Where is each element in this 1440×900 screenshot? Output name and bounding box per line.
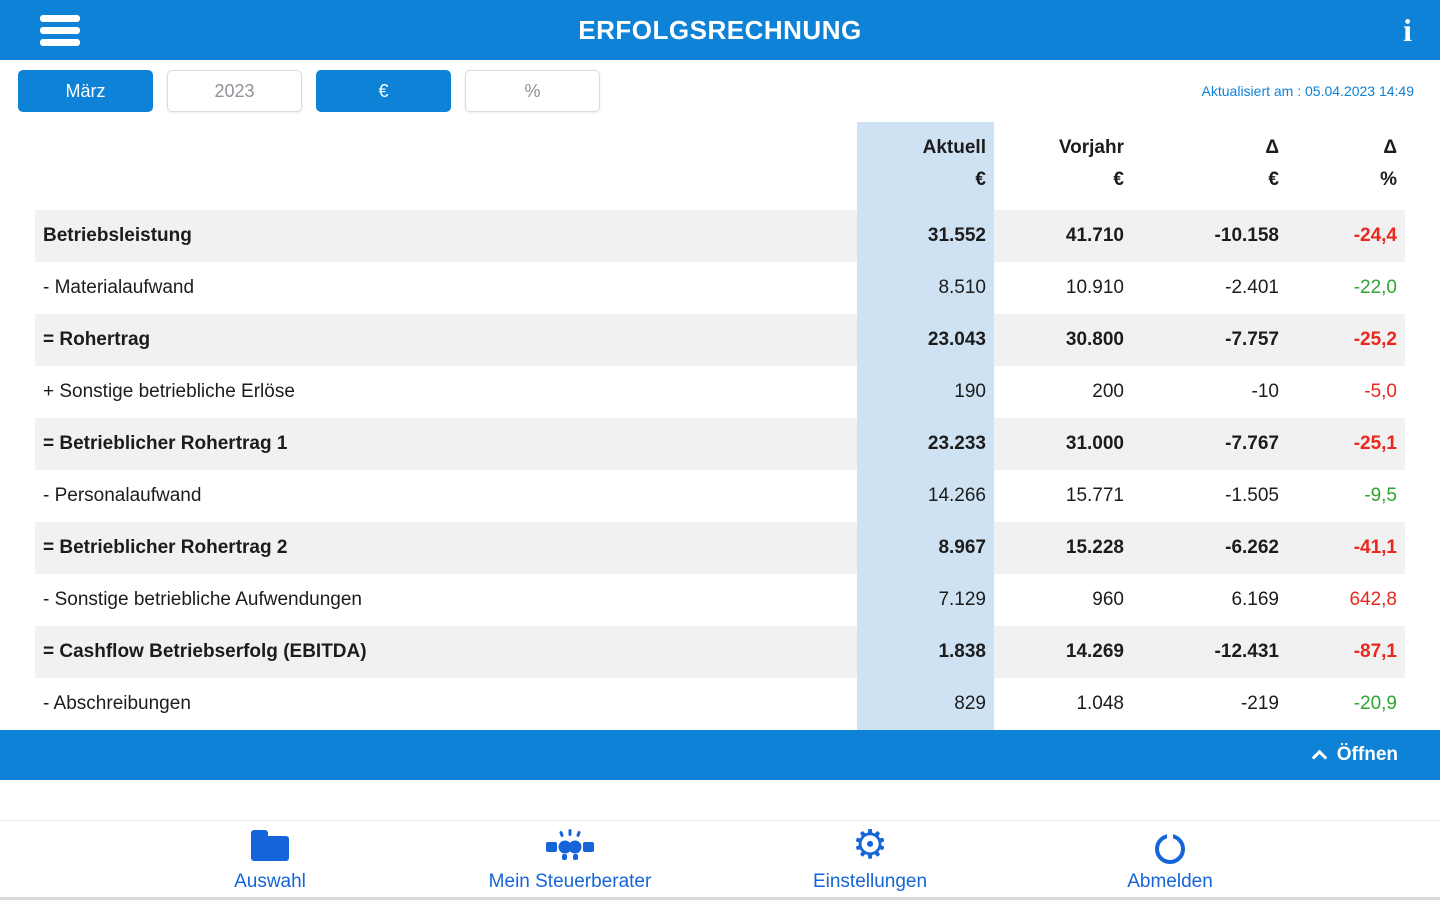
cell-delta-eur: -7.757	[1225, 329, 1279, 350]
header-vorjahr: Vorjahr €	[1058, 137, 1124, 190]
cell-aktuell: 31.552	[857, 210, 994, 262]
results-table-wrap: Aktuell € Vorjahr € Δ € Δ %	[0, 122, 1440, 730]
nav-label-abmelden: Abmelden	[1127, 870, 1213, 892]
nav-label-mein-steuerberater: Mein Steuerberater	[488, 870, 652, 892]
cell-delta-pct: -25,1	[1353, 433, 1397, 454]
cell-vorjahr: 30.800	[1065, 329, 1124, 350]
row-label: - Materialaufwand	[43, 277, 195, 298]
year-button[interactable]: 2023	[167, 70, 302, 112]
cell-aktuell: 1.838	[857, 626, 994, 678]
cell-vorjahr: 960	[1092, 589, 1124, 610]
currency-button[interactable]: €	[316, 70, 451, 112]
cell-aktuell: 8.510	[857, 262, 994, 314]
top-bar: ERFOLGSRECHNUNG i	[0, 0, 1440, 60]
bottom-navigation: Auswahl Mein Steuerberater ⚙ Ei	[0, 820, 1440, 900]
row-label: = Cashflow Betriebserfolg (EBITDA)	[43, 641, 367, 662]
cell-delta-eur: 6.169	[1231, 589, 1279, 610]
table-header-row: Aktuell € Vorjahr € Δ € Δ %	[35, 122, 1405, 210]
open-panel-bar[interactable]: Öffnen	[0, 730, 1440, 780]
table-row: Betriebsleistung 31.552 41.710 -10.158 -…	[35, 210, 1405, 262]
cell-delta-eur: -219	[1240, 693, 1279, 714]
cell-vorjahr: 14.269	[1065, 641, 1124, 662]
table-body: Betriebsleistung 31.552 41.710 -10.158 -…	[35, 210, 1405, 730]
results-table: Aktuell € Vorjahr € Δ € Δ %	[35, 122, 1405, 730]
cell-aktuell: 7.129	[857, 574, 994, 626]
cell-delta-pct: -9,5	[1364, 485, 1397, 506]
open-label: Öffnen	[1336, 744, 1398, 765]
cell-vorjahr: 200	[1092, 381, 1124, 402]
nav-item-auswahl[interactable]: Auswahl	[120, 826, 420, 893]
nav-item-abmelden[interactable]: Abmelden	[1020, 826, 1320, 893]
row-label: = Rohertrag	[43, 329, 151, 350]
row-label: + Sonstige betriebliche Erlöse	[43, 381, 295, 402]
cell-vorjahr: 1.048	[1076, 693, 1124, 714]
table-row: + Sonstige betriebliche Erlöse 190 200 -…	[35, 366, 1405, 418]
cell-delta-eur: -2.401	[1225, 277, 1279, 298]
cell-delta-eur: -1.505	[1225, 485, 1279, 506]
header-delta-eur: Δ €	[1265, 137, 1279, 190]
cell-delta-eur: -6.262	[1225, 537, 1279, 558]
nav-item-einstellungen[interactable]: ⚙ Einstellungen	[720, 821, 1020, 893]
last-updated-text: Aktualisiert am : 05.04.2023 14:49	[1201, 83, 1414, 99]
cell-vorjahr: 10.910	[1065, 277, 1124, 298]
table-row: - Sonstige betriebliche Aufwendungen 7.1…	[35, 574, 1405, 626]
table-row: = Betrieblicher Rohertrag 1 23.233 31.00…	[35, 418, 1405, 470]
cell-vorjahr: 15.228	[1065, 537, 1124, 558]
hamburger-menu-icon[interactable]	[40, 14, 80, 46]
cell-aktuell: 829	[857, 678, 994, 730]
header-aktuell: Aktuell €	[857, 122, 994, 210]
power-icon	[1155, 826, 1185, 864]
table-row: - Abschreibungen 829 1.048 -219 -20,9	[35, 678, 1405, 730]
cell-delta-pct: -87,1	[1353, 641, 1397, 662]
cell-vorjahr: 15.771	[1065, 485, 1124, 506]
table-row: = Cashflow Betriebserfolg (EBITDA) 1.838…	[35, 626, 1405, 678]
row-label: - Personalaufwand	[43, 485, 202, 506]
info-icon[interactable]: i	[1403, 12, 1412, 48]
header-label-column	[35, 122, 857, 210]
table-row: = Rohertrag 23.043 30.800 -7.757 -25,2	[35, 314, 1405, 366]
nav-label-auswahl: Auswahl	[234, 870, 306, 892]
row-label: - Sonstige betriebliche Aufwendungen	[43, 589, 363, 610]
row-label: = Betrieblicher Rohertrag 1	[43, 433, 288, 454]
cell-delta-pct: -20,9	[1353, 693, 1397, 714]
cell-aktuell: 8.967	[857, 522, 994, 574]
cell-delta-pct: -25,2	[1353, 329, 1397, 350]
handshake-icon	[546, 826, 594, 864]
cell-vorjahr: 41.710	[1065, 225, 1124, 246]
row-label: = Betrieblicher Rohertrag 2	[43, 537, 288, 558]
cell-vorjahr: 31.000	[1065, 433, 1124, 454]
page-title: ERFOLGSRECHNUNG	[578, 14, 862, 45]
cell-delta-eur: -7.767	[1225, 433, 1279, 454]
gear-icon: ⚙	[852, 821, 888, 868]
table-row: - Personalaufwand 14.266 15.771 -1.505 -…	[35, 470, 1405, 522]
table-row: - Materialaufwand 8.510 10.910 -2.401 -2…	[35, 262, 1405, 314]
filter-toolbar: März 2023 € % Aktualisiert am : 05.04.20…	[0, 60, 1440, 122]
cell-delta-eur: -12.431	[1214, 641, 1279, 662]
cell-delta-pct: -5,0	[1364, 381, 1397, 402]
table-row: = Betrieblicher Rohertrag 2 8.967 15.228…	[35, 522, 1405, 574]
cell-delta-pct: -22,0	[1353, 277, 1397, 298]
month-button[interactable]: März	[18, 70, 153, 112]
content-spacer	[0, 780, 1440, 820]
cell-delta-eur: -10.158	[1214, 225, 1279, 246]
cell-delta-eur: -10	[1251, 381, 1279, 402]
folder-icon	[251, 826, 289, 864]
cell-aktuell: 23.233	[857, 418, 994, 470]
nav-item-mein-steuerberater[interactable]: Mein Steuerberater	[420, 826, 720, 893]
nav-label-einstellungen: Einstellungen	[812, 870, 928, 892]
percent-button[interactable]: %	[465, 70, 600, 112]
cell-aktuell: 14.266	[857, 470, 994, 522]
cell-delta-pct: -24,4	[1353, 225, 1397, 246]
cell-delta-pct: 642,8	[1349, 589, 1397, 610]
cell-aktuell: 190	[857, 366, 994, 418]
row-label: - Abschreibungen	[43, 693, 191, 714]
row-label: Betriebsleistung	[43, 225, 192, 246]
chevron-up-icon	[1311, 749, 1328, 766]
cell-delta-pct: -41,1	[1353, 537, 1397, 558]
cell-aktuell: 23.043	[857, 314, 994, 366]
header-delta-pct: Δ %	[1380, 137, 1397, 190]
